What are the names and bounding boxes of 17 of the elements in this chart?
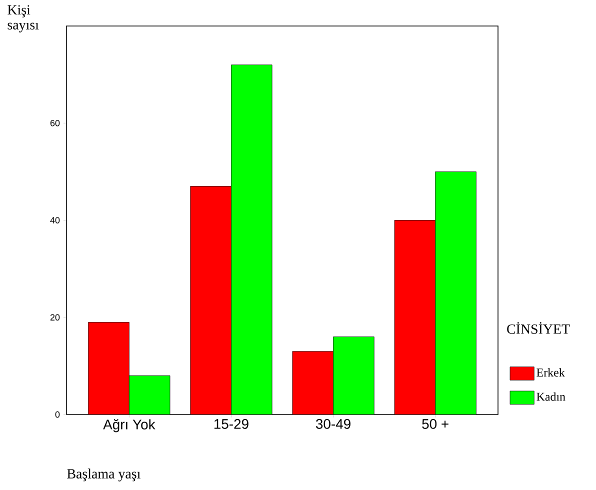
bar: [231, 64, 272, 414]
y-axis-title: Kişi sayısı: [8, 5, 39, 32]
bar: [435, 171, 476, 414]
x-tick-label: 30-49: [316, 419, 350, 429]
bar: [128, 375, 170, 414]
x-axis-title: Başlama yaşı: [67, 468, 140, 482]
x-tick-label: 15-29: [214, 419, 248, 429]
y-tick-label: 40: [50, 217, 60, 224]
legend-label: Erkek: [536, 368, 565, 377]
y-tick-label: 20: [50, 314, 60, 321]
legend-label: Kadın: [536, 392, 566, 401]
x-tick-label: 50 +: [422, 419, 448, 429]
y-tick-label: 60: [50, 120, 60, 126]
bar: [333, 336, 374, 414]
x-tick-label: Ağrı Yok: [103, 419, 156, 432]
y-tick-label: 0: [55, 411, 60, 418]
legend-title: CİNSİYET: [507, 322, 570, 334]
